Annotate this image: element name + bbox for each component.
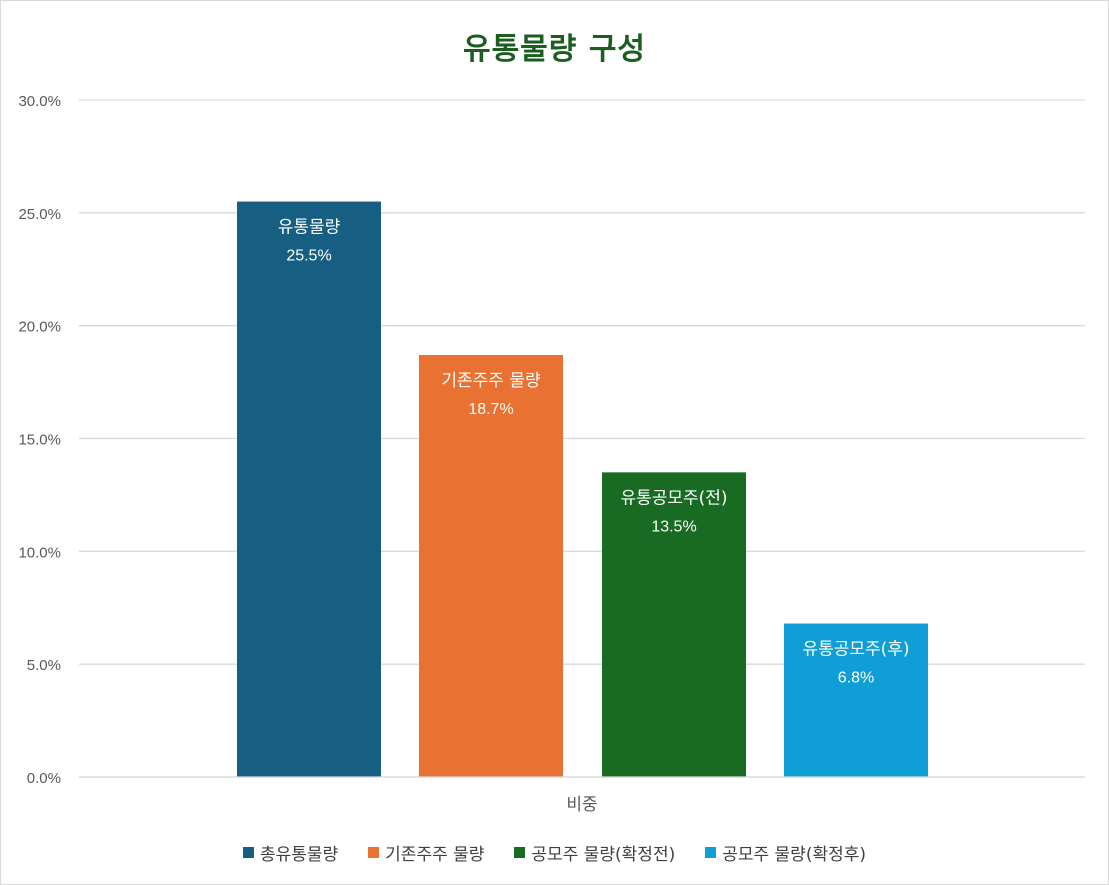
legend-swatch xyxy=(242,847,254,858)
legend-label: 기존주주 물량 xyxy=(385,845,485,865)
data-label-value: 13.5% xyxy=(651,518,696,535)
legend-label: 공모주 물량(확정전) xyxy=(531,845,676,865)
x-category-label: 비중 xyxy=(566,795,597,815)
y-tick-label: 5.0% xyxy=(27,657,61,674)
data-label-name: 기존주주 물량 xyxy=(441,371,541,391)
legend-swatch xyxy=(514,847,526,858)
y-tick-label: 25.0% xyxy=(18,206,61,223)
y-tick-label: 30.0% xyxy=(18,93,61,110)
legend-item: 공모주 물량(확정후) xyxy=(705,840,866,865)
y-tick-label: 15.0% xyxy=(18,432,61,449)
data-label-name: 유통물량 xyxy=(278,218,341,238)
legend: 총유통물량 기존주주 물량 공모주 물량(확정전) 공모주 물량(확정후) xyxy=(0,840,1109,865)
data-label-value: 25.5% xyxy=(286,248,331,265)
data-label-name: 유통공모주(후) xyxy=(802,640,909,660)
legend-swatch xyxy=(368,847,380,858)
chart-title: 유통물량 구성 xyxy=(462,32,647,67)
bar xyxy=(419,355,563,777)
y-tick-label: 20.0% xyxy=(18,319,61,336)
bar xyxy=(237,201,381,778)
legend-swatch xyxy=(705,847,717,858)
legend-item: 총유통물량 xyxy=(242,840,339,865)
legend-label: 공모주 물량(확정후) xyxy=(722,845,867,865)
legend-item: 기존주주 물량 xyxy=(368,840,484,865)
bar xyxy=(784,623,928,777)
data-label-value: 6.8% xyxy=(838,670,874,687)
legend-label: 총유통물량 xyxy=(259,845,339,865)
bar xyxy=(602,472,746,777)
data-label-name: 유통공모주(전) xyxy=(620,488,727,508)
y-tick-label: 0.0% xyxy=(27,770,61,787)
y-tick-label: 10.0% xyxy=(18,544,61,561)
legend-item: 공모주 물량(확정전) xyxy=(514,840,675,865)
data-label-value: 18.7% xyxy=(468,401,513,418)
